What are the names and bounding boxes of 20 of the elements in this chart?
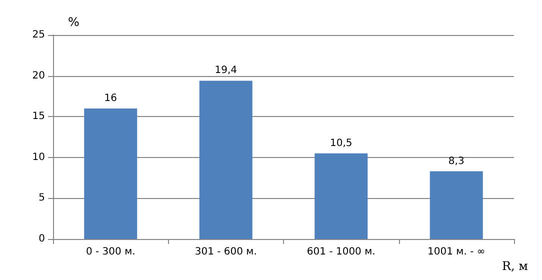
bar: [430, 171, 483, 239]
bar: [314, 153, 368, 239]
x-tick-label: 301 - 600 м.: [194, 246, 257, 258]
bar: [84, 108, 138, 239]
y-tick-label: 20: [32, 70, 45, 82]
x-tick-label: 0 - 300 м.: [86, 246, 136, 258]
data-label: 19,4: [214, 65, 238, 76]
y-axis-title: %: [68, 15, 80, 29]
data-label: 10,5: [330, 138, 352, 149]
y-tick-label: 5: [38, 192, 45, 204]
x-axis-title: R, м: [502, 259, 528, 273]
y-tick-label: 10: [32, 152, 45, 163]
data-label: 16: [104, 92, 117, 104]
x-tick-label: 601 - 1000 м.: [306, 246, 376, 258]
bar: [199, 80, 252, 239]
y-tick-label: 0: [38, 234, 45, 244]
x-tick-label: 1001 м. - ∞: [428, 246, 486, 258]
data-label: 8,3: [448, 156, 464, 167]
y-tick-label: 25: [32, 30, 45, 40]
y-tick-label: 15: [32, 111, 45, 122]
